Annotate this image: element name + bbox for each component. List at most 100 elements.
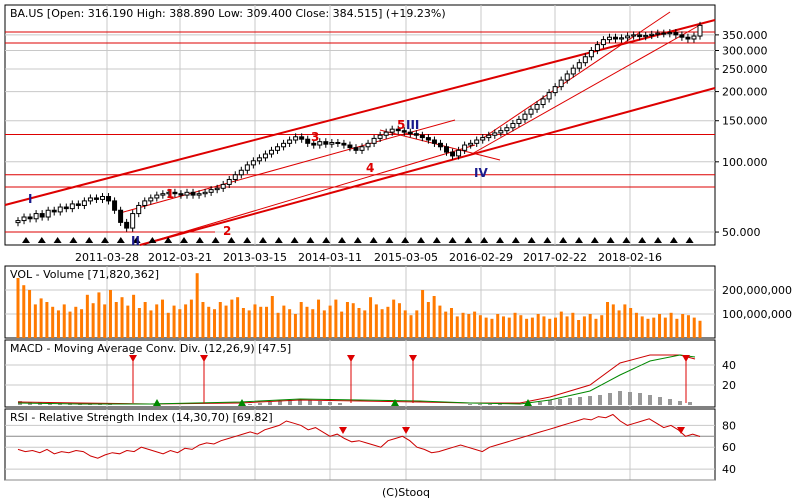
candle-body	[528, 108, 534, 115]
candle-body	[311, 142, 317, 146]
volume-bar	[559, 311, 563, 338]
volume-bar	[542, 316, 546, 338]
y-tick-label: 250.000	[722, 63, 768, 76]
period-marker	[101, 237, 109, 243]
candle-body	[486, 134, 492, 139]
volume-bar	[241, 308, 245, 338]
volume-bar	[455, 316, 459, 338]
volume-bar	[669, 312, 673, 338]
period-marker	[322, 237, 331, 243]
candle-body	[498, 130, 504, 134]
volume-bar	[397, 303, 401, 338]
period-marker	[306, 237, 315, 243]
macd-histogram-bar	[538, 402, 542, 405]
volume-bar	[646, 318, 650, 338]
period-marker	[369, 237, 378, 243]
wave-label-blue-2: II	[131, 234, 140, 248]
y-tick-label: 100.000	[722, 156, 768, 169]
volume-bar	[600, 315, 604, 338]
candle-body	[558, 79, 564, 88]
wave-label-red-4: 4	[366, 161, 374, 175]
macd-histogram-bar	[488, 404, 492, 405]
candle-body	[413, 133, 419, 136]
volume-bar	[421, 290, 425, 338]
buy-signal-marker	[391, 399, 399, 406]
period-marker	[180, 237, 188, 243]
period-marker	[290, 237, 299, 243]
candle-body	[389, 128, 395, 133]
price-panel: BA.US [Open: 316.190 High: 388.890 Low: …	[4, 4, 768, 264]
candle-body	[444, 146, 450, 153]
candle-body	[268, 149, 274, 155]
volume-bar	[681, 314, 685, 338]
candle-body	[540, 98, 546, 106]
volume-bar	[415, 310, 419, 338]
candle-body	[244, 164, 250, 171]
y-tick-label: 200,000,000	[722, 284, 792, 297]
volume-bar	[403, 310, 407, 338]
candle-body	[625, 35, 631, 39]
volume-bar	[380, 309, 384, 338]
candle-body	[57, 206, 63, 213]
volume-bar	[345, 302, 349, 338]
candle-body	[323, 141, 329, 145]
candle-body	[697, 24, 703, 37]
candle-body	[401, 130, 407, 133]
volume-bar	[317, 299, 321, 338]
volume-title: VOL - Volume [71,820,362]	[10, 268, 159, 281]
volume-bar	[74, 306, 78, 338]
period-marker	[353, 237, 362, 243]
candle-body	[293, 136, 299, 141]
volume-bar	[374, 304, 378, 338]
macd-histogram-bar	[658, 397, 662, 405]
period-marker	[417, 237, 425, 243]
candle-body	[21, 216, 27, 222]
candle-body	[160, 193, 166, 196]
volume-bar	[536, 314, 540, 338]
candle-body	[365, 142, 371, 148]
volume-bar	[22, 285, 26, 338]
candle-body	[679, 34, 685, 38]
candle-body	[45, 209, 51, 218]
volume-bar	[45, 302, 49, 338]
volume-bar	[189, 299, 193, 338]
candle-body	[582, 56, 588, 64]
y-tick-label: 150.000	[722, 115, 768, 128]
volume-bar	[108, 290, 112, 338]
period-marker	[527, 237, 536, 243]
macd-histogram-bar	[318, 401, 322, 405]
wave-label-blue-3: III	[406, 118, 419, 132]
volume-bar	[426, 302, 430, 338]
rsi-marks	[17, 413, 701, 459]
macd-histogram-bar	[678, 401, 682, 405]
candle-body	[250, 160, 256, 166]
volume-bar	[594, 318, 598, 338]
volume-bar	[473, 311, 477, 338]
macd-histogram-bar	[638, 393, 642, 405]
period-marker	[654, 237, 662, 243]
volume-bar	[265, 306, 269, 338]
candle-body	[39, 213, 45, 218]
period-marker	[259, 237, 267, 243]
volume-bar	[565, 316, 569, 338]
period-marker	[669, 237, 678, 243]
candle-body	[142, 200, 148, 206]
y-tick-label: 40	[722, 359, 736, 372]
volume-bar	[501, 316, 505, 338]
volume-bar	[195, 273, 199, 338]
volume-bar	[230, 299, 234, 338]
candle-body	[262, 153, 268, 159]
period-marker	[227, 237, 236, 243]
period-marker	[132, 237, 141, 243]
sell-signal-marker	[682, 355, 690, 362]
volume-bar	[386, 306, 390, 338]
volume-bar	[224, 305, 228, 338]
candle-body	[407, 131, 413, 135]
candle-body	[456, 149, 462, 157]
volume-bar	[606, 302, 610, 338]
candle-body	[516, 118, 522, 124]
candle-body	[63, 206, 69, 210]
candle-body	[220, 183, 226, 189]
y-tick-label: 350.000	[722, 29, 768, 42]
